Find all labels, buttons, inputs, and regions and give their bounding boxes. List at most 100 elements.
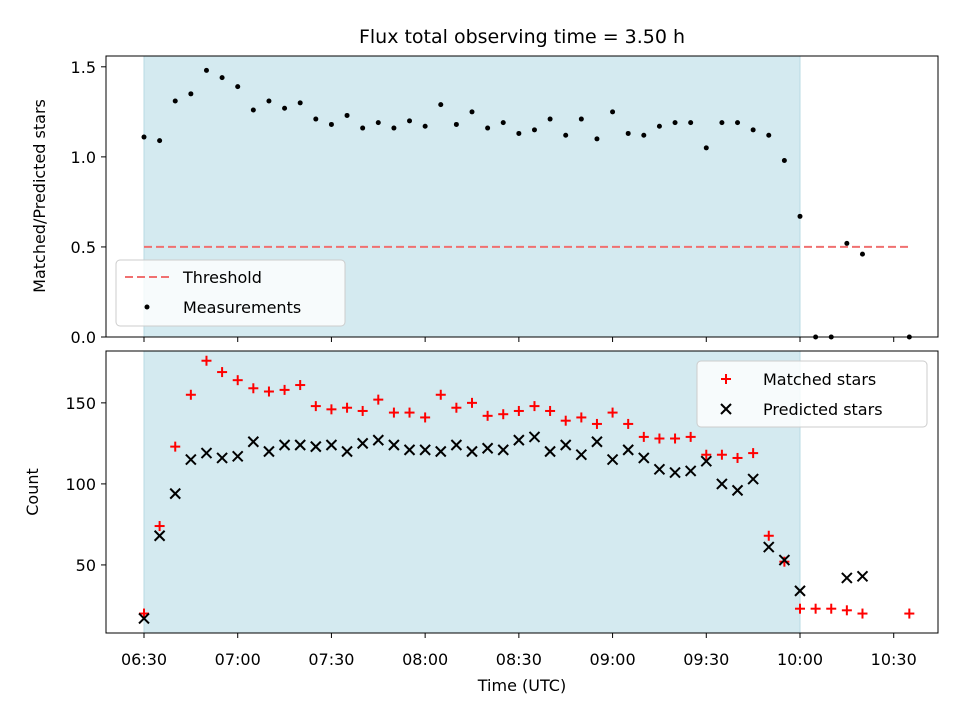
measurement-point	[500, 120, 506, 126]
predicted-star-point	[528, 431, 541, 443]
predicted-star-point	[263, 445, 275, 458]
measurement-point	[219, 75, 225, 81]
x-stroke-up	[684, 465, 697, 477]
predicted-star-point	[310, 440, 322, 453]
measurement-point	[844, 240, 850, 246]
measurement-point	[235, 84, 241, 90]
x-stroke-up	[700, 455, 712, 467]
predicted-star-point	[763, 541, 775, 553]
top-panel: Flux total observing time = 3.50 h 0.00.…	[30, 26, 939, 347]
matched-star-point	[779, 556, 790, 567]
measurement-point	[328, 121, 334, 127]
measurement-point	[250, 107, 256, 113]
matched-star-point	[638, 431, 649, 442]
measurement-point	[688, 120, 694, 126]
legend-measurements-swatch	[144, 304, 150, 310]
predicted-star-point	[185, 453, 197, 466]
predicted-star-point	[575, 449, 588, 461]
measurement-point	[547, 116, 553, 122]
x-stroke-up	[481, 442, 494, 454]
measurement-point	[141, 134, 147, 140]
top-y-ticks: 0.0 0.5 1.0 1.5	[71, 58, 106, 347]
legend-matched-label: Matched stars	[763, 370, 876, 389]
x-stroke-up	[278, 439, 291, 451]
matched-star-point	[857, 608, 868, 619]
x-stroke-up	[513, 434, 525, 446]
measurement-point	[578, 116, 584, 122]
legend-matched-swatch	[721, 374, 731, 384]
x-stroke-up	[450, 439, 463, 451]
x-stroke-up	[388, 439, 400, 451]
x-stroke-up	[856, 570, 869, 582]
matched-star-point	[513, 405, 524, 416]
matched-star-point	[435, 389, 446, 400]
matched-star-point	[748, 448, 759, 459]
x-stroke-up	[138, 612, 150, 625]
legend-measurements-label: Measurements	[183, 298, 301, 317]
predicted-star-point	[560, 439, 572, 451]
top-y-tick-label: 1.5	[71, 58, 96, 77]
measurement-point	[203, 67, 209, 73]
matched-star-point	[279, 384, 290, 395]
matched-star-point	[576, 412, 587, 423]
measurement-point	[641, 132, 647, 138]
legend-plus-marker	[721, 374, 731, 384]
legend-x-marker	[720, 403, 732, 415]
predicted-star-point	[731, 484, 744, 497]
predicted-star-point	[247, 436, 260, 448]
matched-star-point	[716, 449, 727, 460]
x-stroke-up	[716, 478, 728, 490]
matched-star-point	[732, 452, 743, 463]
chart-title: Flux total observing time = 3.50 h	[359, 26, 685, 48]
measurement-point	[516, 130, 522, 136]
measurement-point	[172, 98, 178, 104]
matched-star-point	[529, 401, 540, 412]
top-legend-box	[115, 259, 346, 327]
legend-threshold-label: Threshold	[182, 268, 262, 287]
x-stroke-up	[575, 449, 588, 461]
predicted-star-point	[513, 434, 525, 446]
predicted-star-point	[778, 554, 791, 566]
bottom-y-tick-label: 150	[65, 394, 96, 413]
x-stroke-up	[341, 445, 353, 458]
x-stroke-up	[731, 484, 744, 497]
measurement-point	[375, 120, 381, 126]
predicted-star-point	[669, 466, 681, 479]
matched-star-point	[232, 375, 243, 386]
measurement-point	[344, 112, 350, 118]
matched-star-point	[295, 380, 306, 391]
measurement-point	[766, 132, 772, 138]
predicted-star-point	[638, 452, 650, 464]
measurement-point	[719, 120, 725, 126]
matched-star-point	[498, 409, 509, 420]
predicted-star-point	[466, 445, 478, 458]
matched-star-point	[795, 603, 805, 614]
matched-star-point	[763, 530, 774, 541]
matched-star-point	[607, 407, 618, 418]
bottom-plot-frame	[105, 350, 939, 634]
measurement-point	[703, 145, 709, 151]
predicted-star-point	[138, 612, 150, 625]
measurement-point	[297, 100, 303, 106]
measurement-point	[531, 127, 537, 133]
x-stroke-up	[185, 453, 197, 466]
matched-star-point	[154, 521, 165, 532]
x-tick-label: 09:30	[683, 650, 729, 669]
x-stroke-up	[325, 439, 338, 451]
x-stroke-up	[720, 403, 732, 415]
measurement-point	[391, 125, 397, 131]
matched-star-point	[310, 401, 321, 412]
matched-star-point	[170, 441, 181, 452]
predicted-star-point	[169, 487, 181, 500]
predicted-star-point	[356, 437, 369, 450]
matched-star-point	[482, 410, 493, 421]
x-tick-label: 07:00	[215, 650, 261, 669]
matched-star-point	[263, 386, 274, 397]
x-stroke-up	[622, 444, 634, 456]
matched-star-point	[560, 415, 571, 426]
predicted-star-point	[700, 455, 712, 467]
legend-predicted-label: Predicted stars	[763, 400, 883, 419]
bottom-x-ticks: 06:30 07:00 07:30 08:00 08:30 09:00 09:30 10:00…	[121, 633, 917, 669]
measurement-point	[781, 157, 787, 163]
